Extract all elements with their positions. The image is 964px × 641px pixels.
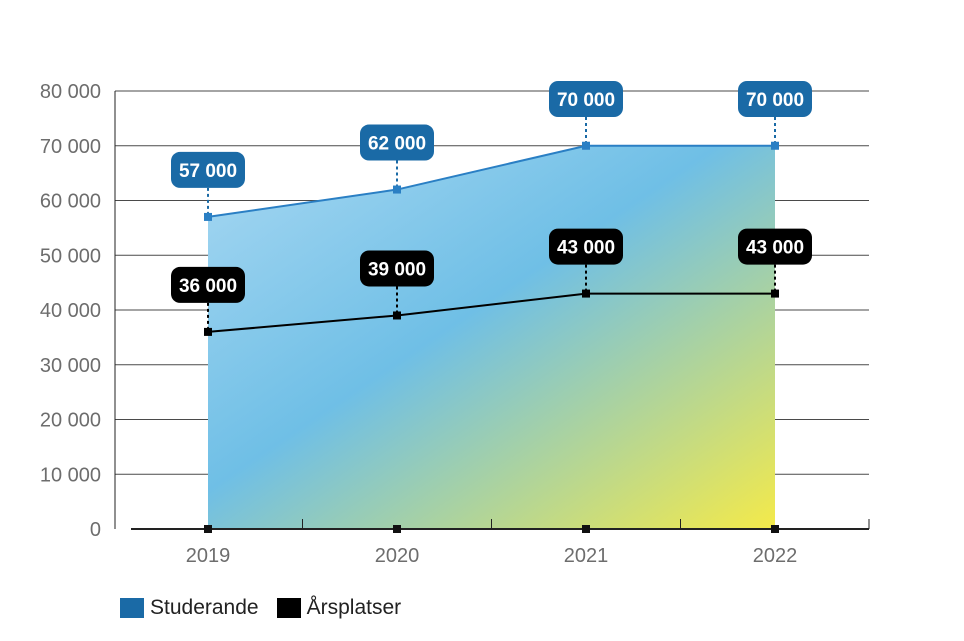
legend-item-studerande: Studerande — [120, 596, 259, 620]
data-label: 70 000 — [746, 90, 804, 111]
y-tick-label: 70 000 — [40, 136, 101, 158]
data-point — [393, 311, 401, 319]
y-tick-label: 0 — [90, 519, 101, 541]
data-label: 36 000 — [179, 276, 237, 297]
data-point — [204, 328, 212, 336]
baseline-marker — [582, 525, 590, 533]
data-point — [771, 290, 779, 298]
data-point — [771, 142, 779, 150]
x-tick-label: 2019 — [186, 545, 231, 567]
data-point — [582, 142, 590, 150]
y-tick-label: 40 000 — [40, 300, 101, 322]
y-tick-label: 60 000 — [40, 191, 101, 213]
legend-swatch-studerande — [120, 598, 144, 618]
area-studerande — [208, 146, 775, 529]
data-label: 70 000 — [557, 90, 615, 111]
data-point — [393, 186, 401, 194]
area-fill — [208, 146, 775, 529]
y-tick-label: 30 000 — [40, 355, 101, 377]
data-point — [204, 213, 212, 221]
legend-swatch-arsplatser — [277, 598, 301, 618]
baseline-marker — [393, 525, 401, 533]
baseline-marker — [771, 525, 779, 533]
legend: Studerande Årsplatser — [120, 596, 401, 620]
data-label: 57 000 — [179, 161, 237, 182]
x-tick-label: 2021 — [564, 545, 609, 567]
data-point — [582, 290, 590, 298]
y-tick-label: 50 000 — [40, 245, 101, 267]
legend-label-studerande: Studerande — [150, 596, 259, 620]
y-tick-label: 20 000 — [40, 410, 101, 432]
x-tick-label: 2020 — [375, 545, 420, 567]
data-label: 62 000 — [368, 134, 426, 155]
baseline-marker — [204, 525, 212, 533]
y-tick-label: 80 000 — [40, 81, 101, 103]
data-label: 39 000 — [368, 259, 426, 280]
data-label: 43 000 — [746, 238, 804, 259]
data-label: 43 000 — [557, 238, 615, 259]
legend-item-arsplatser: Årsplatser — [277, 596, 402, 620]
x-tick-label: 2022 — [753, 545, 798, 567]
legend-label-arsplatser: Årsplatser — [307, 596, 402, 620]
y-tick-label: 10 000 — [40, 464, 101, 486]
